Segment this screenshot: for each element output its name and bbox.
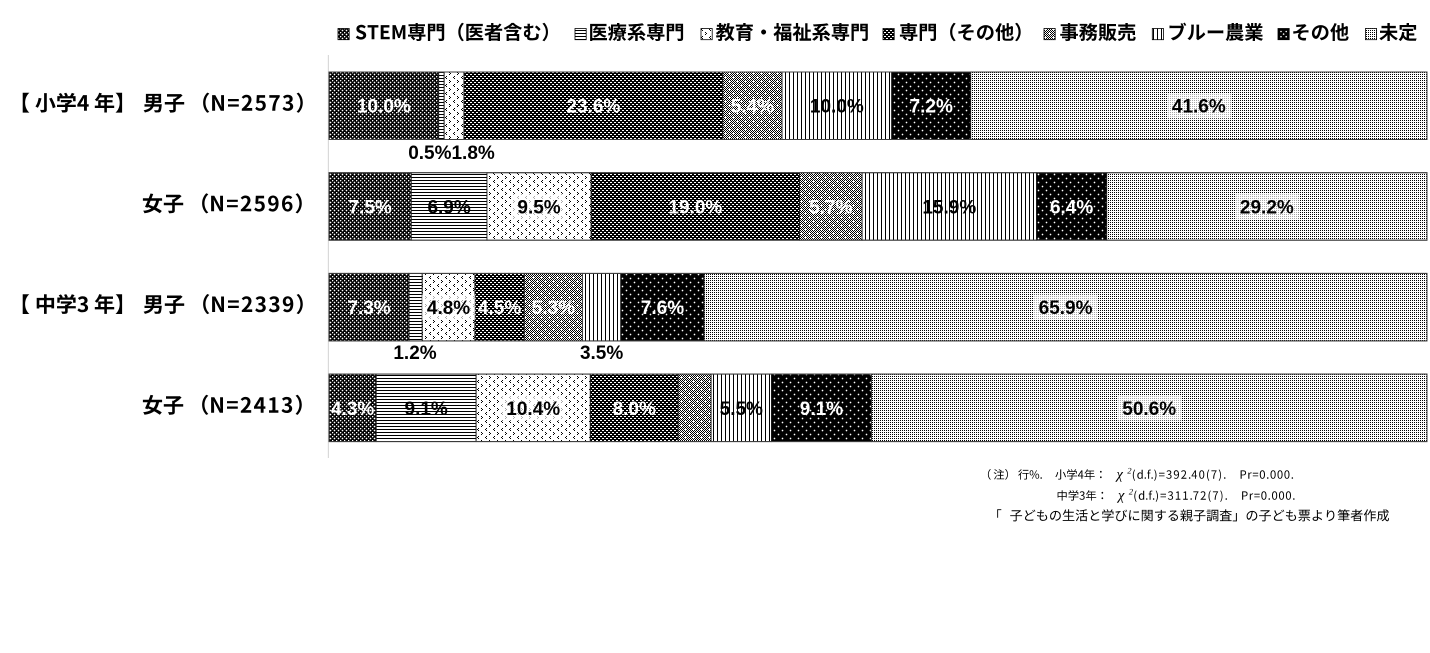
svg-text:23.6%: 23.6% (566, 97, 620, 118)
svg-text:1.2%: 1.2% (393, 343, 436, 364)
svg-text:7.3%: 7.3% (347, 298, 390, 319)
svg-text:19.0%: 19.0% (668, 197, 722, 218)
svg-text:5.5%: 5.5% (720, 399, 763, 420)
svg-text:7.2%: 7.2% (910, 97, 953, 118)
svg-text:0.5%1.8%: 0.5%1.8% (408, 143, 495, 164)
svg-text:10.0%: 10.0% (810, 97, 864, 118)
svg-text:4.5%: 4.5% (478, 298, 521, 319)
svg-text:50.6%: 50.6% (1122, 399, 1176, 420)
svg-text:15.9%: 15.9% (922, 197, 976, 218)
svg-text:5.4%: 5.4% (731, 97, 774, 118)
svg-text:9.1%: 9.1% (800, 399, 843, 420)
svg-text:10.4%: 10.4% (506, 399, 560, 420)
svg-text:7.6%: 7.6% (641, 298, 684, 319)
svg-text:4.8%: 4.8% (427, 298, 470, 319)
svg-text:10.0%: 10.0% (357, 97, 411, 118)
svg-text:8.0%: 8.0% (613, 399, 656, 420)
svg-text:6.9%: 6.9% (427, 197, 470, 218)
svg-text:9.5%: 9.5% (517, 197, 560, 218)
svg-text:4.3%: 4.3% (331, 399, 374, 420)
svg-text:41.6%: 41.6% (1172, 97, 1226, 118)
svg-text:3.5%: 3.5% (580, 343, 623, 364)
svg-text:6.4%: 6.4% (1050, 197, 1093, 218)
svg-text:5.3%: 5.3% (532, 298, 575, 319)
svg-text:9.1%: 9.1% (405, 399, 448, 420)
svg-text:29.2%: 29.2% (1240, 197, 1294, 218)
svg-text:65.9%: 65.9% (1039, 298, 1093, 319)
svg-text:5.7%: 5.7% (809, 197, 852, 218)
svg-text:7.5%: 7.5% (348, 197, 391, 218)
